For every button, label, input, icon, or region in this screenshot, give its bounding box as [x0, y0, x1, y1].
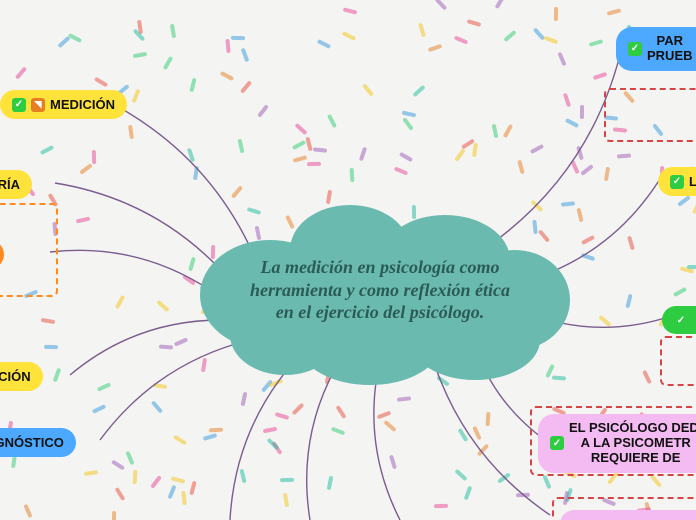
node-quedebe[interactable]: QUE DEBE EVITAR E: [560, 510, 696, 520]
node-label: MEDICIÓN: [50, 97, 115, 112]
dashbox-sicas_box: [0, 203, 58, 297]
dashbox-mid_right_red: [660, 336, 696, 386]
node-label: ETRÍA: [0, 177, 20, 192]
check-icon: ✓: [628, 42, 642, 56]
central-title: La medición en psicología como herramien…: [180, 210, 580, 370]
central-cloud[interactable]: La medición en psicología como herramien…: [180, 210, 580, 370]
flag-icon: ◥: [31, 98, 45, 112]
node-lo[interactable]: ✓ LO: [658, 167, 696, 196]
node-diagnostico[interactable]: ODIAGNÓSTICO: [0, 428, 76, 457]
node-medicion[interactable]: ✓ ◥ MEDICIÓN: [0, 90, 127, 119]
node-label: LO: [689, 174, 696, 189]
dashbox-top_right_red: [604, 88, 696, 142]
node-label: ALUACIÓN: [0, 369, 31, 384]
node-aluacion[interactable]: ALUACIÓN: [0, 362, 43, 391]
check-icon: ✓: [674, 313, 688, 327]
node-label: PAR PRUEB: [647, 34, 693, 64]
mindmap-canvas: La medición en psicología como herramien…: [0, 0, 696, 520]
check-icon: ✓: [550, 436, 564, 450]
node-psicologo[interactable]: ✓ EL PSICÓLOGO DEDI A LA PSICOMETR REQUIE…: [538, 414, 696, 473]
node-para[interactable]: ✓ PAR PRUEB: [616, 27, 696, 71]
node-greenpill[interactable]: ✓: [662, 306, 696, 334]
node-metria[interactable]: ✓ETRÍA: [0, 170, 32, 199]
check-icon: ✓: [670, 175, 684, 189]
node-label: EL PSICÓLOGO DEDI A LA PSICOMETR REQUIER…: [569, 421, 696, 466]
check-icon: ✓: [12, 98, 26, 112]
node-label: ODIAGNÓSTICO: [0, 435, 64, 450]
